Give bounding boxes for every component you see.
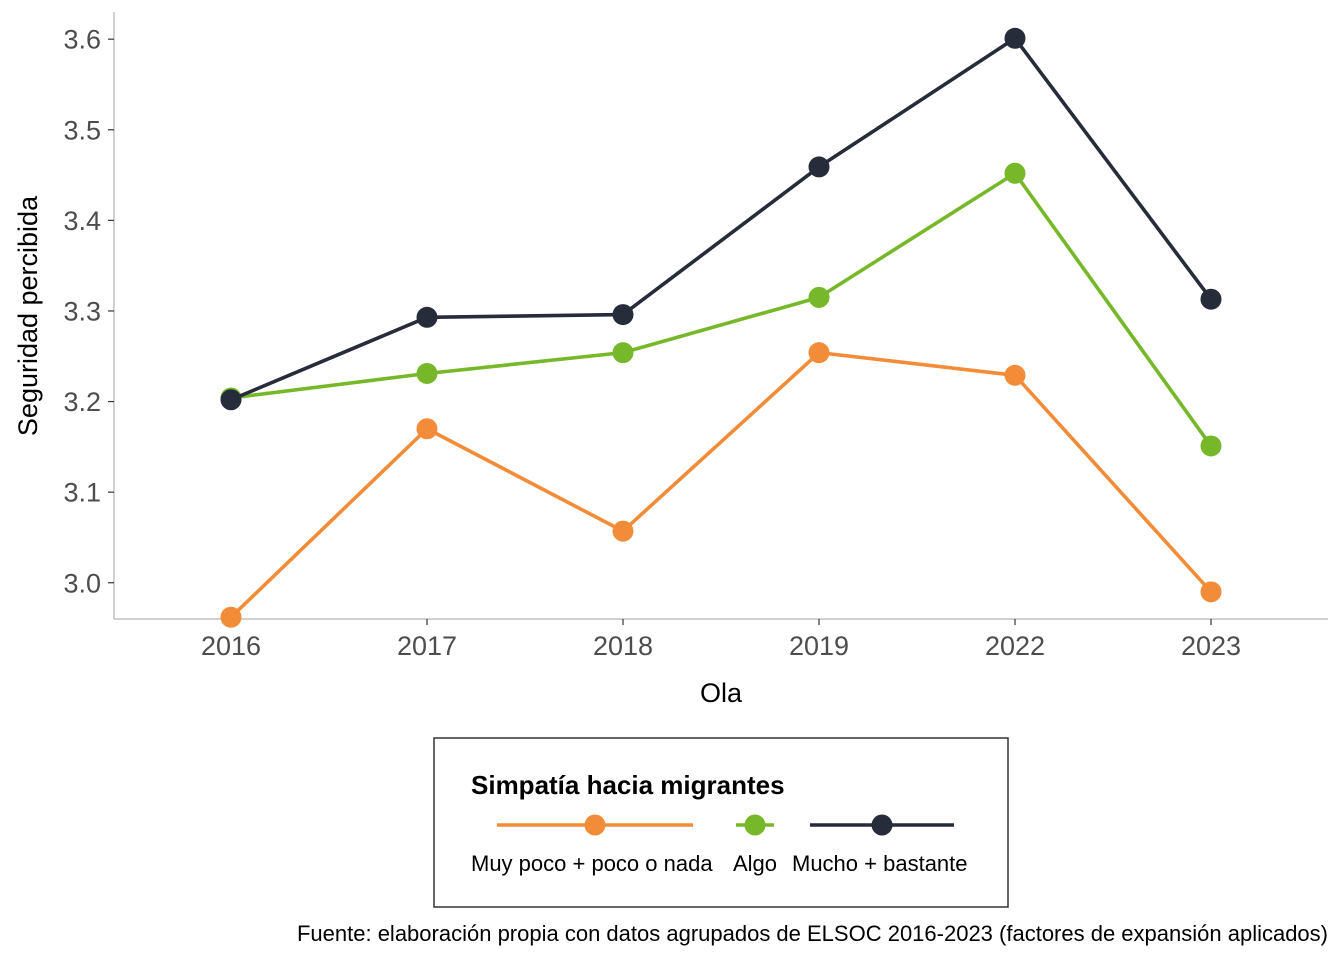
data-point [1004, 364, 1026, 386]
x-tick-label: 2017 [397, 631, 457, 661]
legend-key-point [584, 814, 606, 836]
data-point [416, 418, 438, 440]
data-point [416, 362, 438, 384]
legend-title: Simpatía hacia migrantes [471, 770, 785, 800]
legend: Simpatía hacia migrantes Muy poco + poco… [433, 737, 1009, 908]
x-axis-ticks: 2016 2017 2018 2019 2022 2023 [201, 619, 1241, 661]
data-point [612, 520, 634, 542]
series-line [229, 350, 1213, 619]
series-line [230, 36, 1213, 402]
y-axis-title: Seguridad percibida [13, 195, 43, 436]
legend-item: Mucho + bastante [792, 814, 968, 876]
data-point [416, 306, 438, 328]
data-point [808, 286, 830, 308]
data-point [220, 389, 242, 411]
x-axis-title: Ola [700, 678, 743, 708]
data-point [808, 342, 830, 364]
series-layer [220, 27, 1222, 628]
data-point [1004, 162, 1026, 184]
y-tick-label: 3.0 [63, 568, 101, 598]
legend-label: Algo [733, 851, 777, 876]
y-tick-label: 3.2 [63, 387, 101, 417]
data-point [612, 304, 634, 326]
data-point [1004, 27, 1026, 49]
x-tick-label: 2018 [593, 631, 653, 661]
x-tick-label: 2023 [1181, 631, 1241, 661]
legend-key-point [871, 814, 893, 836]
legend-item: Muy poco + poco o nada [471, 814, 713, 876]
data-point [808, 156, 830, 178]
y-tick-label: 3.1 [63, 478, 101, 508]
data-point [1200, 435, 1222, 457]
data-point [1200, 581, 1222, 603]
series-1 [220, 342, 1222, 628]
y-axis-ticks: 3.0 3.1 3.2 3.3 3.4 3.5 3.6 [63, 25, 114, 598]
y-tick-label: 3.3 [63, 296, 101, 326]
y-tick-label: 3.4 [63, 206, 101, 236]
y-tick-label: 3.5 [63, 115, 101, 145]
caption: Fuente: elaboración propia con datos agr… [297, 921, 1328, 946]
data-point [1200, 288, 1222, 310]
legend-key-point [744, 814, 766, 836]
legend-items: Muy poco + poco o nada Algo Mucho + bastan… [471, 814, 968, 876]
legend-label: Muy poco + poco o nada [471, 851, 713, 876]
data-point [612, 342, 634, 364]
legend-item: Algo [733, 814, 777, 876]
series-2 [220, 162, 1222, 457]
series-3 [220, 27, 1222, 411]
y-tick-label: 3.6 [63, 25, 101, 55]
legend-label: Mucho + bastante [792, 851, 968, 876]
x-tick-label: 2016 [201, 631, 261, 661]
x-tick-label: 2022 [985, 631, 1045, 661]
series-line [230, 171, 1213, 448]
x-tick-label: 2019 [789, 631, 849, 661]
legend-box [433, 737, 1009, 908]
data-point [220, 606, 242, 628]
